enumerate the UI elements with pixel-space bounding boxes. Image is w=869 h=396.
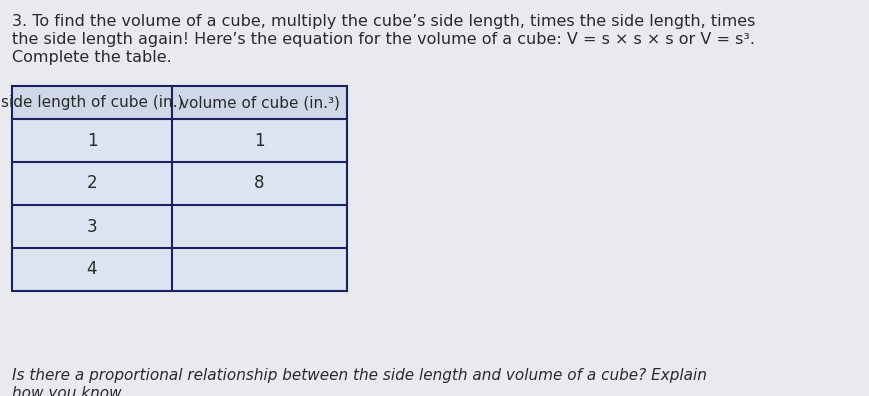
Text: 3. To find the volume of a cube, multiply the cube’s side length, times the side: 3. To find the volume of a cube, multipl… [12, 14, 754, 29]
Bar [12, 86, 347, 291]
Text: the side length again! Here’s the equation for the volume of a cube: V = s × s ×: the side length again! Here’s the equati… [12, 32, 754, 47]
Text: 4: 4 [87, 261, 97, 278]
Text: 1: 1 [254, 131, 264, 150]
Text: 1: 1 [87, 131, 97, 150]
Bar [12, 162, 347, 205]
Bar [12, 119, 347, 162]
Text: Is there a proportional relationship between the side length and volume of a cub: Is there a proportional relationship bet… [12, 368, 706, 383]
Text: Complete the table.: Complete the table. [12, 50, 171, 65]
Bar [12, 86, 347, 119]
Text: 2: 2 [87, 175, 97, 192]
Text: how you know.: how you know. [12, 386, 125, 396]
Bar [12, 248, 347, 291]
Bar [12, 205, 347, 248]
Text: side length of cube (in.): side length of cube (in.) [1, 95, 183, 110]
Text: 8: 8 [254, 175, 264, 192]
Text: volume of cube (in.³): volume of cube (in.³) [179, 95, 339, 110]
Text: 3: 3 [87, 217, 97, 236]
